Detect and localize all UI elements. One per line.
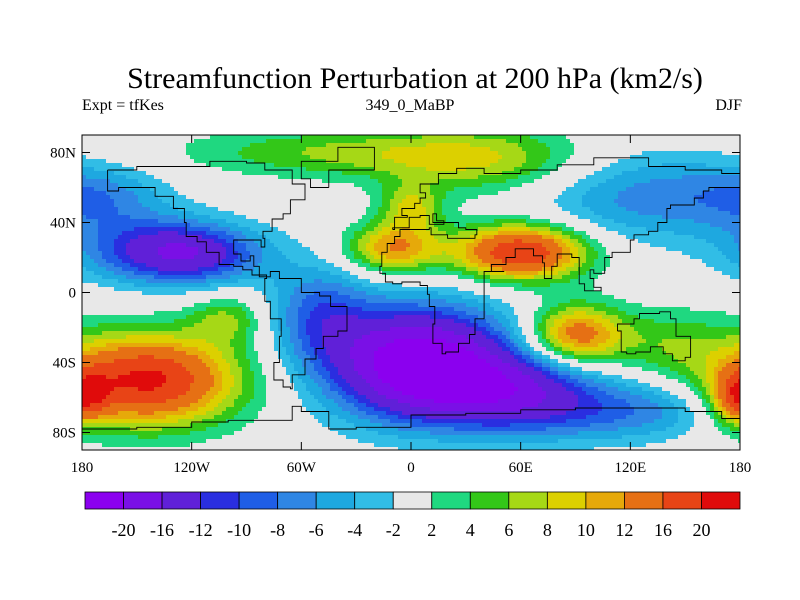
coastline-1 bbox=[379, 157, 740, 355]
colorbar-label: 12 bbox=[615, 520, 634, 540]
colorbar-box bbox=[469, 491, 510, 510]
colorbar-box bbox=[431, 491, 471, 510]
axis-ticks: 180 120W 60W 0 60E 120E 180 80N 40N 0 40S 80S bbox=[50, 135, 751, 476]
x-tick-label: 180 bbox=[729, 460, 752, 476]
colorbar-box bbox=[392, 491, 433, 510]
colorbar-label: -20 bbox=[111, 520, 136, 540]
colorbar-box bbox=[585, 491, 625, 510]
coastline-4 bbox=[300, 146, 375, 188]
x-tick-label: 0 bbox=[407, 460, 415, 476]
case-label: 349_0_MaBP bbox=[365, 97, 455, 114]
colorbar-box bbox=[200, 491, 240, 510]
colorbar-label: -4 bbox=[347, 520, 363, 540]
colorbar-box bbox=[123, 491, 163, 510]
colorbar-box bbox=[161, 491, 201, 510]
coastline-3 bbox=[82, 405, 740, 430]
y-tick-label: 40N bbox=[50, 216, 76, 232]
colorbar-label: -6 bbox=[308, 520, 324, 540]
y-tick-label: 80S bbox=[53, 426, 76, 442]
coastline-2 bbox=[617, 311, 692, 362]
colorbar-label: 2 bbox=[427, 520, 437, 540]
colorbar-box bbox=[315, 491, 356, 510]
coastline-0 bbox=[107, 160, 348, 390]
colorbar-box bbox=[277, 491, 317, 510]
colorbar-label: 20 bbox=[692, 520, 711, 540]
y-tick-label: 40S bbox=[53, 356, 76, 372]
coastlines bbox=[82, 146, 740, 430]
colorbar-label: 10 bbox=[576, 520, 595, 540]
colorbar-label: 8 bbox=[542, 520, 552, 540]
x-tick-label: 120E bbox=[614, 460, 646, 476]
colorbar-label: -12 bbox=[188, 520, 213, 540]
x-tick-label: 180 bbox=[71, 460, 94, 476]
colorbar-box bbox=[662, 491, 702, 510]
colorbar-box bbox=[238, 491, 279, 510]
experiment-label: Expt = tfKes bbox=[82, 97, 164, 114]
contour-field bbox=[82, 135, 740, 450]
colorbar-label: -2 bbox=[385, 520, 401, 540]
x-tick-label: 120W bbox=[173, 460, 211, 476]
colorbar-label: 16 bbox=[653, 520, 672, 540]
colorbar-box bbox=[354, 491, 394, 510]
season-label: DJF bbox=[715, 97, 742, 114]
x-tick-label: 60W bbox=[287, 460, 317, 476]
colorbar-box bbox=[624, 491, 664, 510]
y-tick-label: 80N bbox=[50, 146, 76, 162]
y-tick-label: 0 bbox=[69, 286, 77, 302]
plot-title: Streamfunction Perturbation at 200 hPa (… bbox=[127, 62, 703, 95]
colorbar-label: -16 bbox=[150, 520, 175, 540]
colorbar-label: -8 bbox=[270, 520, 286, 540]
colorbar-label: 4 bbox=[465, 520, 475, 540]
colorbar-box bbox=[701, 491, 741, 510]
colorbar-box bbox=[84, 491, 124, 510]
colorbar-box bbox=[508, 491, 548, 510]
x-tick-label: 60E bbox=[509, 460, 533, 476]
colorbar-label: 6 bbox=[504, 520, 514, 540]
colorbar-label: -10 bbox=[227, 520, 252, 540]
colorbar bbox=[84, 491, 741, 510]
colorbar-box bbox=[546, 491, 587, 510]
